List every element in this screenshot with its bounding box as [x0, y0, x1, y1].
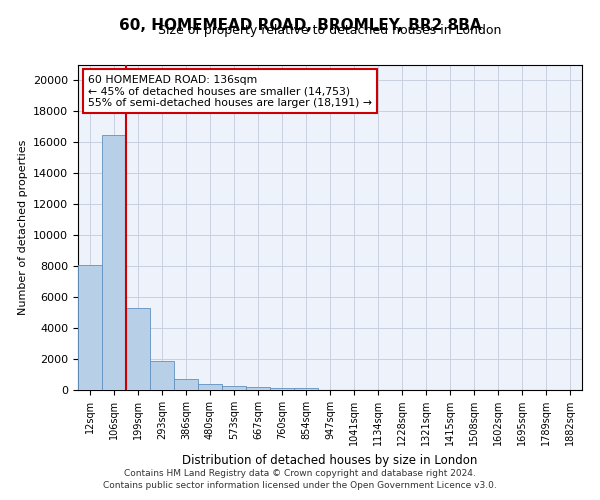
Text: 60 HOMEMEAD ROAD: 136sqm
← 45% of detached houses are smaller (14,753)
55% of se: 60 HOMEMEAD ROAD: 136sqm ← 45% of detach… [88, 74, 372, 108]
Bar [246, 387, 270, 390]
Bar [174, 379, 198, 390]
Bar [222, 386, 246, 390]
X-axis label: Distribution of detached houses by size in London: Distribution of detached houses by size … [182, 454, 478, 466]
Bar [150, 362, 174, 390]
Bar [102, 134, 126, 390]
Bar [198, 384, 222, 390]
Bar [126, 308, 150, 390]
Bar [294, 388, 318, 390]
Bar [270, 388, 294, 390]
Text: Contains HM Land Registry data © Crown copyright and database right 2024.
Contai: Contains HM Land Registry data © Crown c… [103, 468, 497, 490]
Text: 60, HOMEMEAD ROAD, BROMLEY, BR2 8BA: 60, HOMEMEAD ROAD, BROMLEY, BR2 8BA [119, 18, 481, 32]
Y-axis label: Number of detached properties: Number of detached properties [17, 140, 28, 315]
Bar [78, 264, 102, 390]
Title: Size of property relative to detached houses in London: Size of property relative to detached ho… [158, 24, 502, 38]
